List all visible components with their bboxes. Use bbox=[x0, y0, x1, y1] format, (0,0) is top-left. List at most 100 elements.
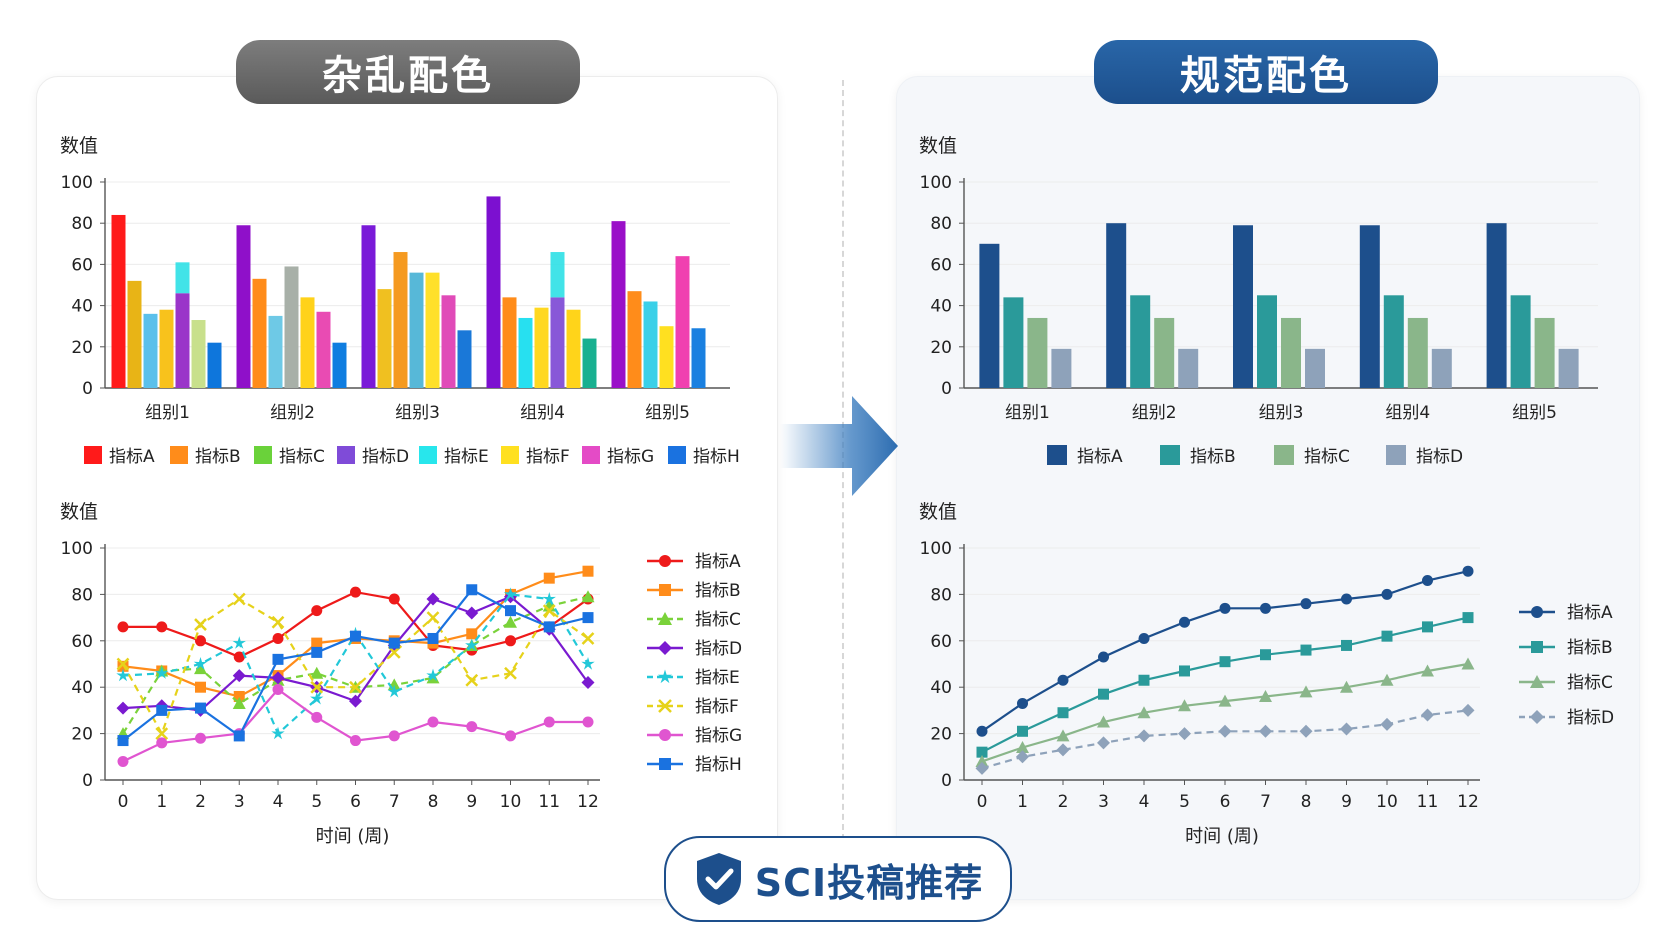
data-point bbox=[465, 638, 479, 652]
bar bbox=[659, 326, 674, 388]
legend-swatch bbox=[1047, 445, 1067, 465]
messy-line-xtick-label: 5 bbox=[311, 792, 322, 812]
legend-label: 指标A bbox=[1567, 603, 1613, 623]
legend-marker bbox=[659, 729, 671, 741]
data-point bbox=[1057, 674, 1069, 686]
bar bbox=[1257, 295, 1277, 388]
series-line bbox=[981, 570, 1469, 733]
data-point bbox=[504, 666, 517, 680]
legend-label: 指标C bbox=[1304, 447, 1350, 467]
data-point bbox=[1299, 724, 1313, 738]
std-line-xtick-label: 4 bbox=[1139, 792, 1150, 812]
data-point bbox=[1259, 724, 1272, 738]
messy-bar-ylabel: 数值 bbox=[60, 135, 98, 157]
legend-swatch bbox=[337, 446, 355, 464]
data-point bbox=[194, 662, 207, 675]
data-point bbox=[388, 730, 400, 742]
std-line-xtick-label: 11 bbox=[1417, 792, 1439, 812]
category-label: 组别5 bbox=[645, 403, 690, 423]
data-point bbox=[1137, 729, 1151, 743]
data-point bbox=[1341, 639, 1352, 651]
data-point bbox=[1381, 630, 1393, 642]
data-point bbox=[466, 721, 478, 733]
legend-marker bbox=[658, 641, 672, 655]
legend-marker bbox=[659, 555, 671, 567]
data-point bbox=[271, 726, 285, 740]
bar bbox=[979, 243, 1000, 388]
legend-swatch bbox=[254, 446, 272, 464]
data-point bbox=[975, 761, 989, 775]
data-point bbox=[350, 630, 361, 642]
legend-label: 指标D bbox=[1416, 447, 1463, 467]
bar bbox=[268, 315, 283, 388]
data-point bbox=[1017, 697, 1028, 709]
messy-line-ytick-label: 80 bbox=[71, 585, 93, 605]
data-point bbox=[466, 628, 478, 640]
bar bbox=[1558, 348, 1579, 388]
legend-label: 指标F bbox=[695, 697, 739, 717]
legend-label: 指标F bbox=[526, 447, 570, 467]
data-point bbox=[1098, 651, 1109, 663]
bar bbox=[1383, 295, 1404, 388]
data-point bbox=[581, 632, 595, 645]
bar bbox=[1486, 223, 1507, 388]
std-line-xtick-label: 5 bbox=[1179, 792, 1190, 812]
std-line-ytick-label: 100 bbox=[920, 539, 952, 559]
bar bbox=[1407, 317, 1428, 388]
arrow-right-icon bbox=[780, 396, 898, 496]
messy-line-xtick-label: 4 bbox=[273, 792, 284, 812]
data-point bbox=[582, 612, 594, 624]
data-point bbox=[311, 711, 323, 723]
std-line-xtick-label: 6 bbox=[1220, 792, 1231, 812]
messy-line-ytick-label: 60 bbox=[71, 632, 93, 652]
data-point bbox=[387, 684, 401, 698]
data-point bbox=[1461, 703, 1475, 717]
data-point bbox=[349, 694, 362, 708]
data-point bbox=[581, 657, 595, 670]
bar bbox=[409, 272, 424, 388]
legend-swatch bbox=[582, 446, 600, 464]
data-point bbox=[155, 727, 169, 740]
data-point bbox=[156, 621, 168, 633]
legend-marker bbox=[659, 758, 671, 770]
data-point bbox=[1016, 741, 1029, 754]
bar bbox=[1305, 348, 1325, 388]
data-point bbox=[1462, 565, 1474, 577]
data-point bbox=[1300, 644, 1312, 656]
data-point bbox=[117, 621, 129, 633]
data-point bbox=[1178, 699, 1191, 712]
data-point bbox=[1179, 616, 1190, 628]
data-point bbox=[272, 684, 284, 696]
legend-swatch bbox=[1274, 445, 1294, 465]
data-point bbox=[1260, 602, 1271, 614]
data-point bbox=[272, 632, 284, 644]
bar bbox=[252, 278, 267, 388]
std-line-ytick-label: 20 bbox=[930, 725, 952, 745]
messy-line-xtick-label: 0 bbox=[118, 792, 129, 812]
legend-swatch bbox=[170, 446, 188, 464]
data-point bbox=[1179, 665, 1190, 677]
std-bar-ytick-label: 40 bbox=[930, 297, 952, 317]
bar bbox=[534, 307, 549, 388]
data-point bbox=[388, 637, 400, 649]
data-point bbox=[387, 646, 401, 659]
data-point bbox=[195, 732, 206, 744]
bar bbox=[502, 297, 517, 388]
data-point bbox=[311, 605, 323, 617]
panel-messy-colors bbox=[36, 76, 778, 900]
data-point bbox=[195, 681, 206, 693]
data-point bbox=[976, 746, 988, 758]
category-label: 组别4 bbox=[1385, 403, 1430, 423]
legend-label: 指标C bbox=[695, 610, 741, 630]
legend-label: 指标B bbox=[1567, 638, 1613, 658]
std-line-xtick-label: 9 bbox=[1341, 792, 1352, 812]
legend-label: 指标G bbox=[607, 447, 654, 467]
messy-bar-ytick-label: 60 bbox=[71, 255, 93, 275]
legend-label: 指标D bbox=[695, 639, 742, 659]
std-line-xtick-label: 12 bbox=[1457, 792, 1479, 812]
bar bbox=[1359, 225, 1380, 388]
messy-line-xtick-label: 9 bbox=[466, 792, 477, 812]
data-point bbox=[426, 668, 440, 682]
